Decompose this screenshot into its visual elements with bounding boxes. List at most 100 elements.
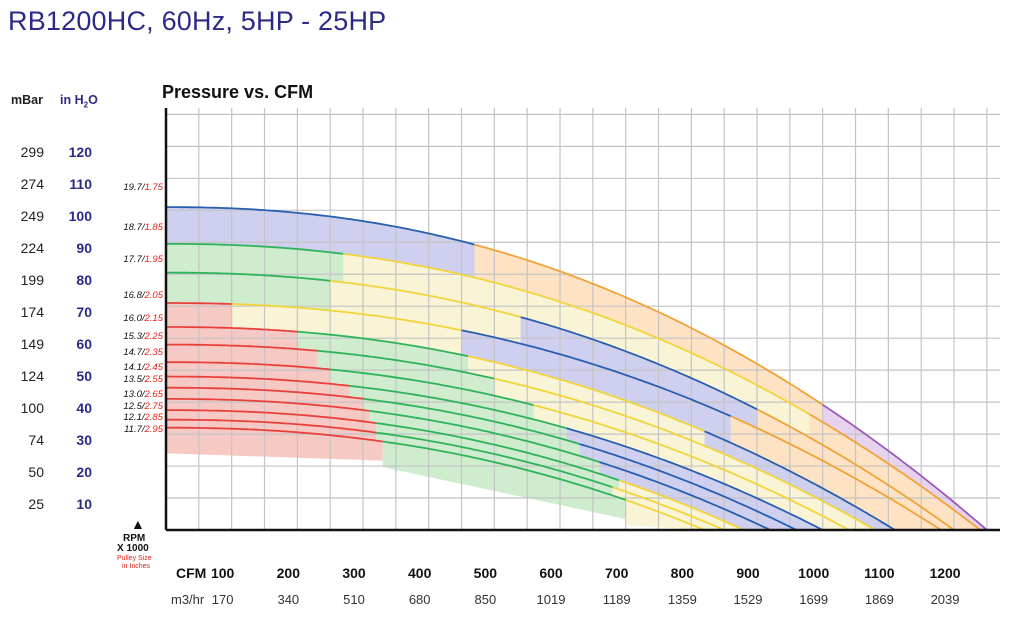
cfm-tick: 900 [736, 565, 760, 581]
curve-label-pulley: 2.85 [144, 412, 164, 423]
curve-label: 18.7/1.85 [123, 222, 163, 233]
curve-label-pulley: 2.15 [144, 313, 164, 324]
curve-label-rpm: 18.7/ [123, 222, 145, 233]
zone-fill-blue [461, 330, 731, 443]
cfm-tick: 700 [604, 565, 629, 581]
zone-fill-blue [704, 431, 895, 530]
m3hr-tick: 680 [408, 592, 431, 607]
curve-label-rpm: 15.3/ [123, 331, 145, 342]
series-line-11 [166, 418, 377, 434]
curve-label-pulley: 2.35 [144, 347, 164, 358]
zone-fill-yellow [231, 304, 462, 355]
mbar-tick: 274 [20, 176, 44, 193]
inh2o-tick: 40 [76, 400, 92, 417]
cfm-tick: 1200 [929, 565, 961, 581]
curve-label-rpm: 12.5/ [123, 401, 145, 412]
zone-fill-yellow [343, 253, 810, 438]
mbar-tick: 25 [28, 496, 44, 513]
zone-fill-blue [599, 462, 771, 530]
series-line-3 [231, 303, 462, 332]
series-line-1 [166, 243, 344, 255]
mbar-tick: 249 [20, 208, 44, 225]
m3hr-tick: 1869 [864, 592, 894, 607]
series-line-9 [599, 461, 771, 531]
m3hr-tick: 1359 [667, 592, 697, 607]
inh2o-tick: 30 [76, 432, 92, 449]
mbar-tick: 124 [20, 368, 44, 385]
mbar-tick: 224 [20, 240, 44, 257]
cfm-tick: 400 [407, 565, 432, 581]
chart-title: RB1200HC, 60Hz, 5HP - 25HP [8, 6, 387, 36]
series-line-1 [343, 253, 811, 416]
series-line-5 [166, 343, 318, 352]
curve-label-pulley: 1.75 [145, 182, 164, 193]
zone-fill-orange [474, 244, 823, 423]
curve-label-rpm: 12.1/ [123, 412, 145, 423]
rpm-x1000-label: X 1000 [117, 543, 149, 554]
inh2o-tick: 110 [69, 176, 92, 193]
series-line-11 [375, 431, 613, 489]
m3hr-tick: 2039 [930, 592, 960, 607]
curve-label-group: 19.7/1.75 18.7/1.85 17.7/1.95 16.8/2.05 16.0… [123, 182, 163, 435]
series-line-5 [316, 349, 495, 380]
series-line-2 [330, 279, 521, 318]
curve-label: 13.5/2.55 [123, 374, 163, 385]
series-line-7 [349, 385, 567, 430]
curve-label-rpm: 16.8/ [123, 290, 145, 301]
m3hr-tick: 1189 [602, 592, 631, 607]
inh2o-tick: 120 [68, 144, 92, 161]
mbar-header: mBar [11, 93, 43, 107]
curve-label-pulley: 1.95 [145, 254, 164, 265]
m3hr-axis-label: m3/hr [171, 592, 205, 607]
m3hr-tick: 1019 [536, 592, 566, 607]
series-line-0 [166, 206, 475, 246]
series-line-8 [362, 397, 580, 445]
series-line-0 [822, 403, 988, 531]
series-line-1 [809, 413, 981, 531]
curve-label-pulley: 2.95 [144, 424, 164, 435]
series-line-5 [494, 377, 876, 531]
cfm-tick: 200 [276, 565, 301, 581]
series-line-3 [461, 329, 732, 418]
mbar-tick: 174 [20, 304, 44, 321]
zone-fill-green [382, 441, 626, 520]
inh2o-tick: 70 [76, 304, 92, 321]
curve-label-rpm: 11.7/ [124, 424, 146, 435]
mbar-tick: 299 [20, 144, 44, 161]
curve-label: 13.0/2.65 [123, 389, 163, 400]
curve-label-pulley: 2.65 [144, 389, 164, 400]
curve-label-pulley: 2.55 [144, 374, 164, 385]
curve-label-rpm: 17.7/ [123, 254, 145, 265]
chart-subtitle: Pressure vs. CFM [162, 82, 314, 102]
curve-label: 16.0/2.15 [123, 313, 163, 324]
zone-fill-blue [520, 317, 757, 429]
zone-fill-orange [809, 414, 981, 530]
inh2o-tick: 10 [76, 496, 92, 513]
cfm-tick: 100 [210, 565, 235, 581]
zone-fill-green [317, 350, 495, 396]
series-line-3 [166, 302, 232, 305]
inh2o-header: in H2O [60, 93, 98, 110]
pulley-size-label: Pulley Size [117, 555, 152, 562]
curve-group [166, 206, 988, 531]
zone-fill-red [166, 362, 331, 384]
inh2o-tick: 100 [68, 208, 92, 225]
zone-fill-yellow [619, 480, 744, 530]
series-line-6 [533, 404, 850, 531]
series-line-4 [704, 430, 896, 531]
pulley-units-label: in Inches [122, 563, 151, 570]
zone-fill-red [166, 427, 383, 461]
cfm-tick: 1100 [864, 565, 895, 581]
series-line-2 [756, 408, 955, 531]
series-line-7 [566, 427, 824, 531]
series-line-8 [166, 386, 364, 400]
series-line-10 [375, 422, 620, 482]
mbar-tick: 100 [20, 400, 44, 417]
curve-label-pulley: 2.75 [144, 401, 164, 412]
curve-label-pulley: 1.85 [145, 222, 164, 233]
m3hr-tick: 1529 [733, 592, 763, 607]
zone-fill-green [166, 272, 331, 311]
mbar-tick: 50 [28, 464, 44, 481]
series-line-12 [166, 426, 383, 443]
inh2o-tick: 80 [76, 272, 92, 289]
